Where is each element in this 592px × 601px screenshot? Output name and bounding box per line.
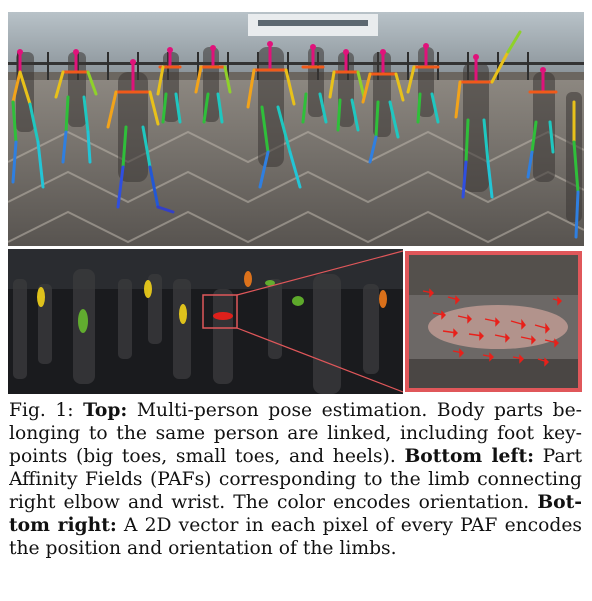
skeleton <box>328 50 366 132</box>
pose-scene-drawing <box>8 12 584 246</box>
paf-glow-green <box>265 280 275 286</box>
skeleton <box>572 100 580 239</box>
figure-caption: Fig. 1: Top: Multi-person pose estimatio… <box>9 399 582 560</box>
caption-text: right elbow and wrist. The color encodes… <box>9 492 538 513</box>
top-pose-estimation-image <box>8 12 584 246</box>
caption-text: A 2D vector in each pixel of every PAF e… <box>116 515 582 536</box>
skeleton <box>194 46 232 124</box>
zoom-connector-top <box>236 250 403 296</box>
bottom-right-zoom-image <box>403 249 584 394</box>
skeleton <box>406 44 440 124</box>
skeleton <box>361 50 405 164</box>
caption-line: Affinity Fields (PAFs) corresponding to … <box>9 468 582 491</box>
caption-bold-top: Top: <box>83 399 128 421</box>
paf-glow-orange <box>379 290 387 308</box>
caption-line: right elbow and wrist. The color encodes… <box>9 491 582 514</box>
caption-bold-bottom-right-start: Bot- <box>537 491 582 513</box>
zoom-panel-frame <box>405 251 582 392</box>
skeleton <box>454 30 522 199</box>
caption-text: points (big toes, small toes, and heels)… <box>9 446 405 467</box>
paf-glows <box>37 271 387 333</box>
caption-text: the position and orientation of the limb… <box>9 538 397 559</box>
skeleton <box>301 45 328 124</box>
skeleton <box>11 50 45 189</box>
skeleton <box>246 42 302 189</box>
zoom-region-box <box>202 294 238 329</box>
paf-glow-orange <box>244 271 252 287</box>
caption-text: longing to the same person are linked, i… <box>9 423 582 444</box>
paf-vector-arrows <box>422 288 562 367</box>
pavement-pattern <box>8 130 584 244</box>
skeleton <box>526 68 558 179</box>
paf-glow-green <box>292 296 304 306</box>
paf-glow-yellow <box>179 304 187 324</box>
caption-text: Multi-person pose estimation. Body parts… <box>127 400 582 421</box>
paf-glow-yellow <box>37 287 45 307</box>
caption-bold-bottom-left: Bottom left: <box>404 445 534 467</box>
bottom-left-paf-image <box>8 249 403 394</box>
caption-bold-bottom-right-end: tom right: <box>9 514 117 536</box>
caption-line: the position and orientation of the limb… <box>9 537 582 560</box>
skeleton <box>54 50 98 164</box>
skeleton <box>106 60 175 214</box>
paf-scene-drawing <box>8 249 403 394</box>
zoom-connector-bottom <box>236 327 403 393</box>
paf-glow-yellow <box>144 280 152 298</box>
caption-text: Affinity Fields (PAFs) corresponding to … <box>9 469 582 490</box>
keypoint-dots <box>17 41 546 73</box>
caption-text: Part <box>534 446 582 467</box>
paved-plaza <box>8 80 584 246</box>
caption-figure-label: Fig. 1: <box>9 400 84 421</box>
paf-glow-green <box>78 309 88 333</box>
caption-line: tom right: A 2D vector in each pixel of … <box>9 514 582 537</box>
pose-skeletons <box>11 30 580 239</box>
paf-glow-red <box>213 312 233 320</box>
caption-line: points (big toes, small toes, and heels)… <box>9 445 582 468</box>
caption-line: longing to the same person are linked, i… <box>9 422 582 445</box>
paf-vector-zoom <box>404 250 583 393</box>
caption-line: Fig. 1: Top: Multi-person pose estimatio… <box>9 399 582 422</box>
